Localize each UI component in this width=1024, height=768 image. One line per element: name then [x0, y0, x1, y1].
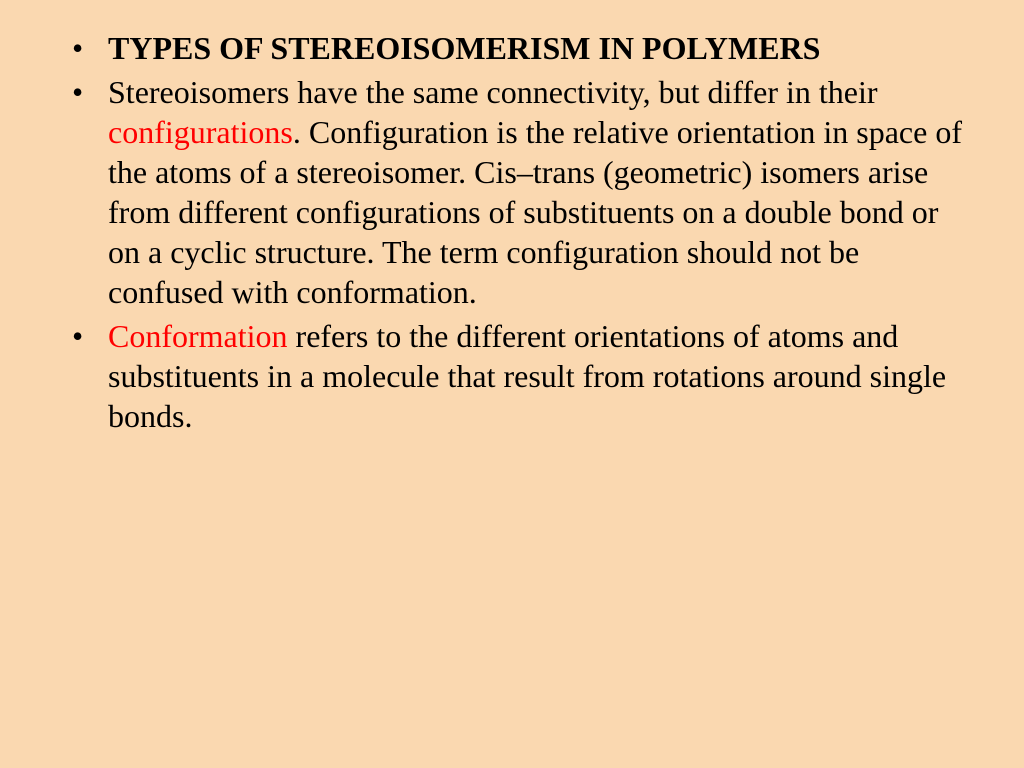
- bullet-body-1: Stereoisomers have the same connectivity…: [60, 72, 964, 312]
- bullet-heading: TYPES OF STEREOISOMERISM IN POLYMERS: [60, 28, 964, 68]
- slide-bullet-list: TYPES OF STEREOISOMERISM IN POLYMERS Ste…: [60, 28, 964, 436]
- bullet-body-2: Conformation refers to the different ori…: [60, 316, 964, 436]
- body-1-seg-0: Stereoisomers have the same connectivity…: [108, 74, 878, 110]
- body-1-seg-1-highlight: configurations: [108, 114, 293, 150]
- heading-text: TYPES OF STEREOISOMERISM IN POLYMERS: [108, 30, 820, 66]
- body-2-seg-0-highlight: Conformation: [108, 318, 288, 354]
